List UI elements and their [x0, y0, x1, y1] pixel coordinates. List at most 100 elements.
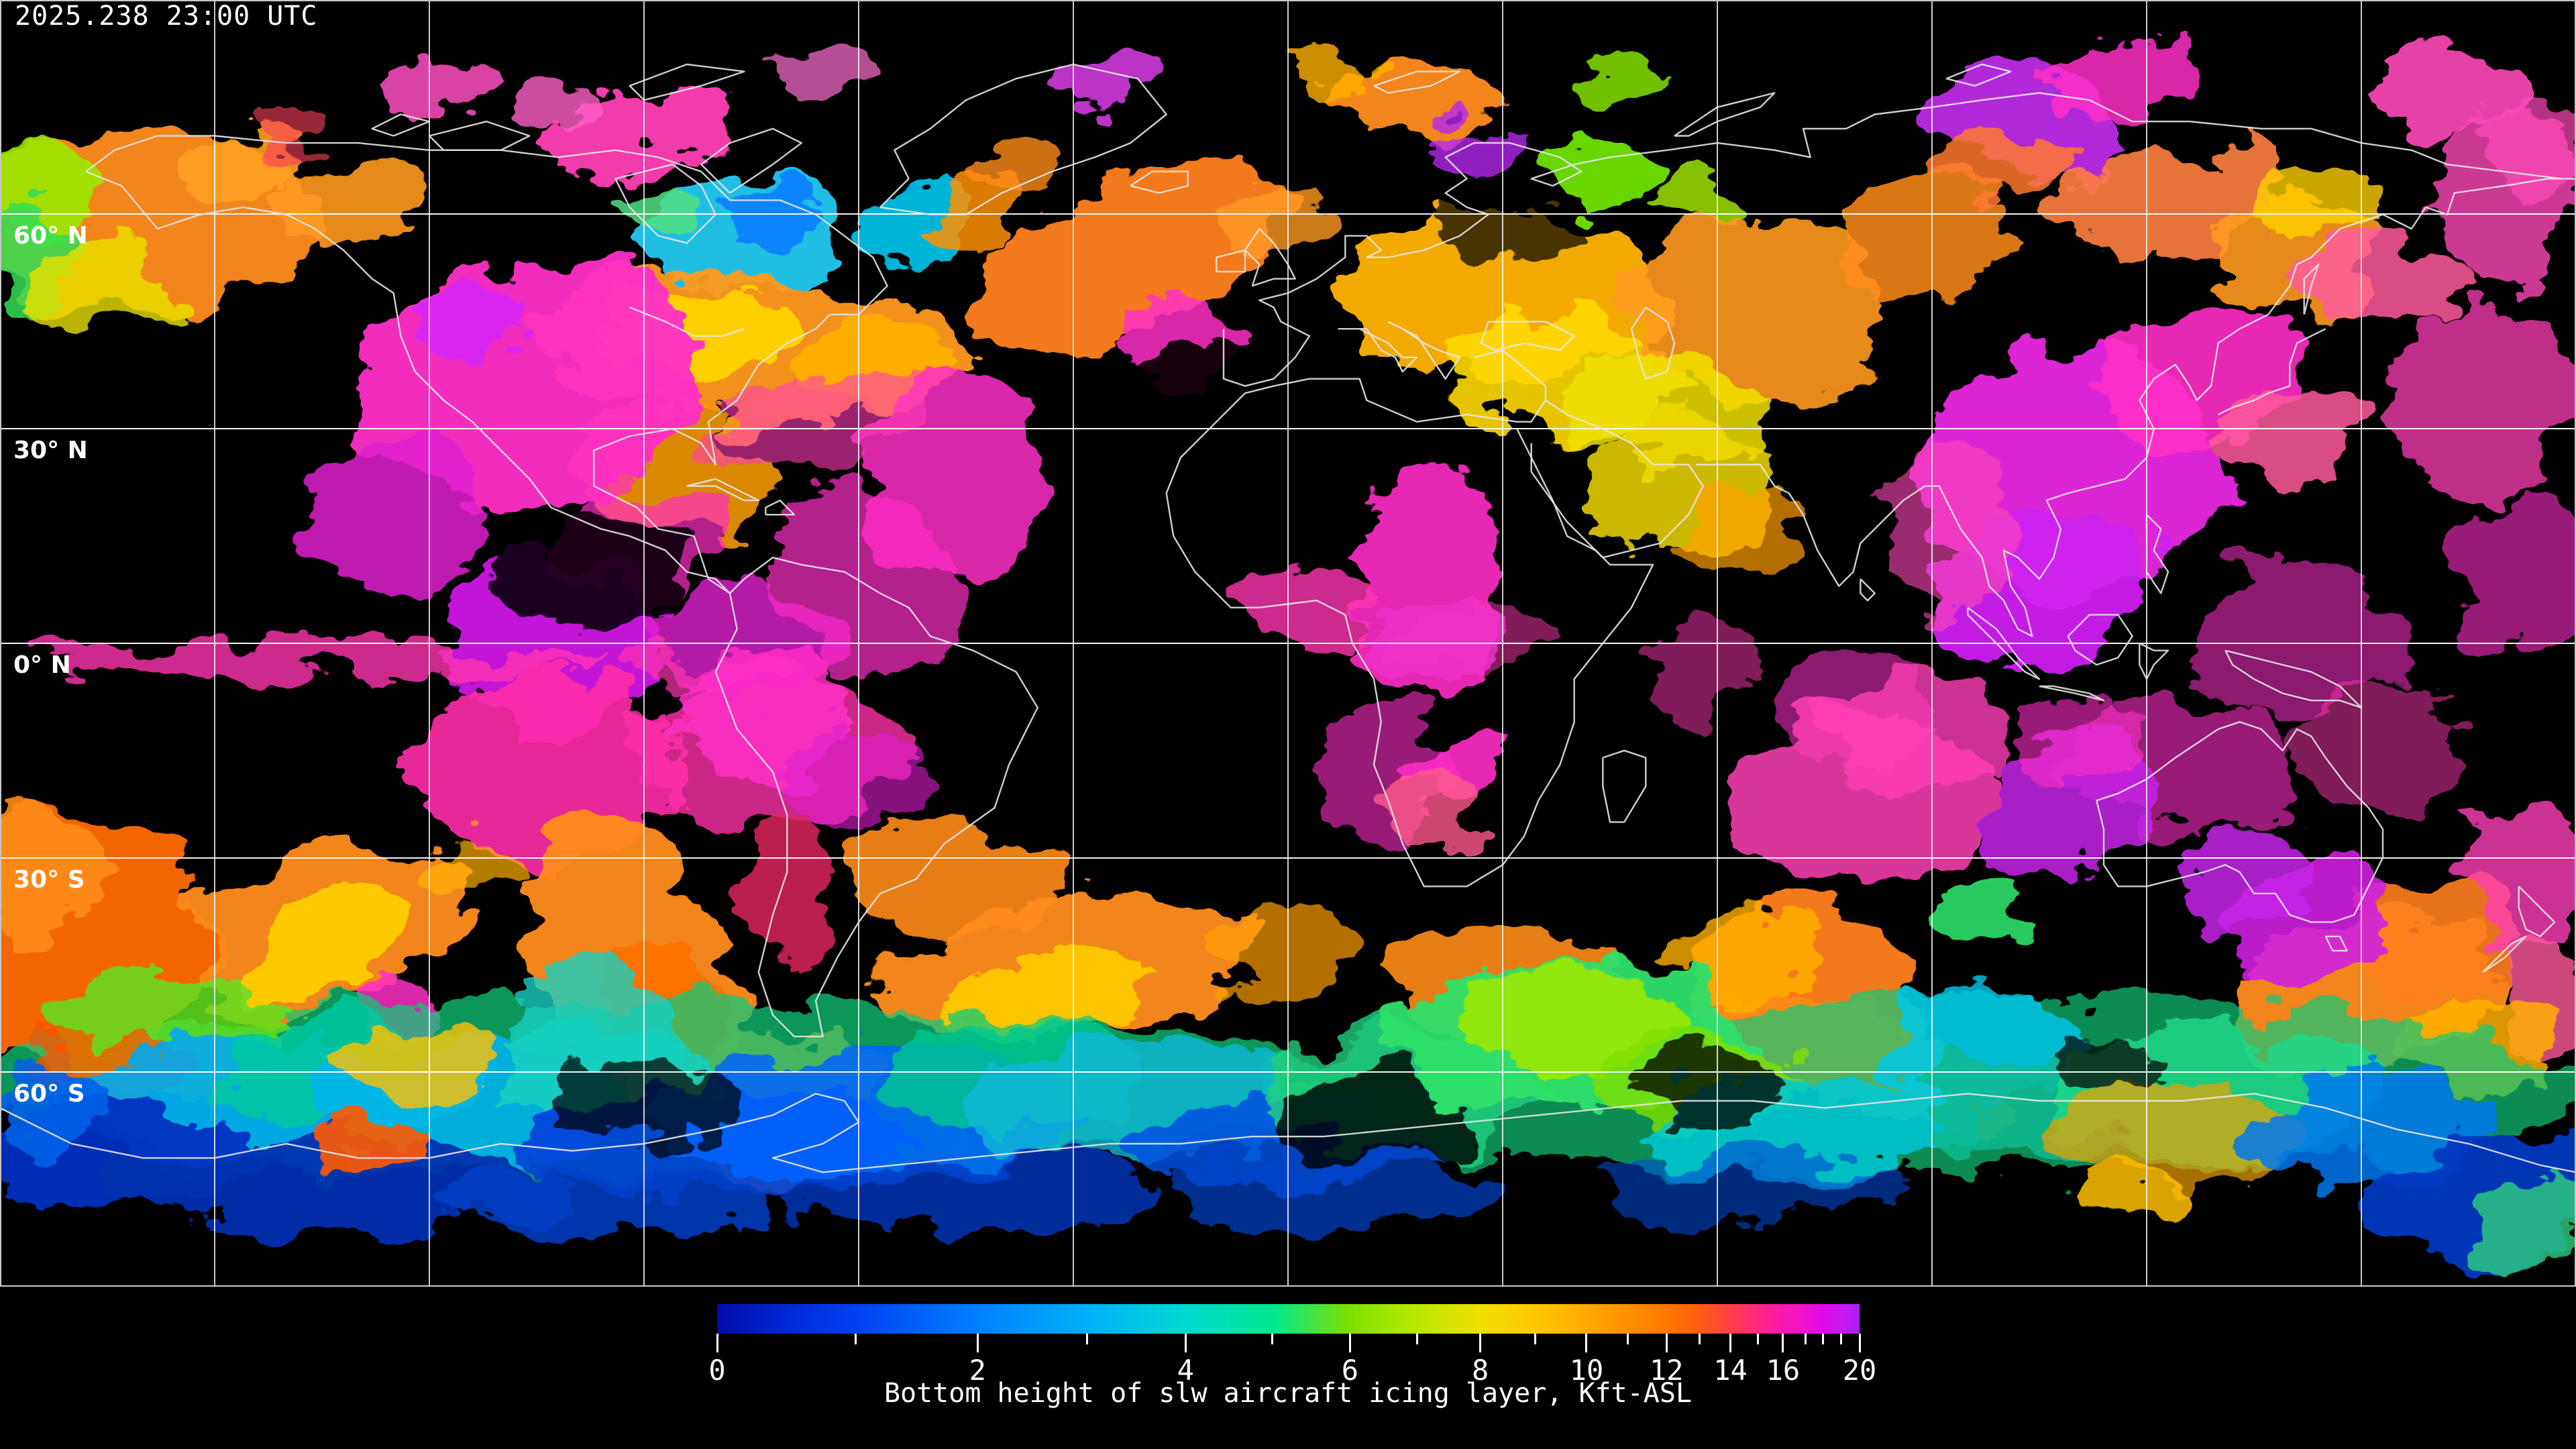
icing-cloud-blob [1174, 1157, 1509, 1231]
latitude-labels: 60° N 30° N 0° N 30° S 60° S [13, 222, 88, 1108]
icing-cloud-blob [0, 1067, 121, 1147]
coastline-path [1165, 349, 1654, 888]
icing-cloud-blob [1244, 570, 1372, 644]
icing-cloud-blob [785, 1154, 1161, 1234]
coastline-path [1967, 606, 2041, 680]
coastline-path [1130, 170, 1189, 194]
colorbar-tick [1348, 1334, 1351, 1352]
coastline-path [371, 113, 431, 137]
icing-cloud-blob [309, 429, 496, 590]
icing-cloud-blob [1197, 906, 1358, 986]
coastline-path [1945, 63, 2012, 87]
coastline-path [614, 163, 716, 244]
colorbar-tick-label: 2 [969, 1354, 986, 1387]
colorbar-tick [1585, 1334, 1588, 1352]
icing-cloud-blob [2381, 315, 2576, 490]
icing-cloud-blob [409, 285, 530, 359]
coastline-path [2067, 614, 2133, 666]
coastline-path [629, 307, 745, 337]
coastline-path [1338, 328, 1418, 373]
coastline-path [1696, 178, 2576, 637]
icing-cloud-blob [1301, 55, 1382, 93]
icing-cloud-blob [718, 191, 825, 245]
coastline-path [686, 478, 759, 502]
coastline-path [765, 499, 796, 516]
coastline-path [1373, 70, 1461, 94]
world-map: 60° N 30° N 0° N 30° S 60° S 2025.238 23:00 … [0, 0, 2576, 1287]
icing-cloud-blob [2462, 792, 2576, 953]
icing-cloud-blob [335, 1026, 496, 1093]
icing-cloud-blob [751, 50, 872, 97]
coastline-path [714, 556, 1038, 1038]
graticule-grid [0, 0, 2576, 1287]
icing-cloud-blob [2080, 1167, 2187, 1208]
icing-cloud-blob [712, 373, 938, 472]
icing-cloud-blob [2059, 1087, 2301, 1181]
icing-cloud-blob [1379, 771, 1479, 852]
icing-cloud-blob [238, 896, 406, 1003]
coastline-path [1216, 249, 1246, 273]
colorbar-tick-label: 10 [1569, 1354, 1604, 1387]
colorbar-gradient [717, 1304, 1860, 1334]
icing-cloud-blob [2442, 107, 2576, 295]
colorbar-tick-label: 12 [1649, 1354, 1684, 1387]
icing-cloud-blob [2261, 168, 2381, 235]
icing-cloud-blob [973, 141, 1067, 195]
colorbar-tick [1271, 1334, 1274, 1344]
icing-cloud-blob [496, 510, 684, 631]
icing-cloud-blob [1597, 1150, 1892, 1224]
icing-cloud-blob [1925, 875, 2033, 949]
icing-cloud-blob [2302, 239, 2475, 325]
icing-cloud-blob [2361, 50, 2536, 124]
coastline-path [85, 135, 888, 594]
icing-cloud-blob [2469, 1187, 2576, 1254]
icing-cloud-blob [276, 162, 422, 240]
colorbar-tick [716, 1334, 718, 1352]
coastline-path [2096, 721, 2384, 923]
colorbar-tick [1665, 1334, 1668, 1352]
icing-cloud-blob [1281, 1073, 1469, 1154]
icing-cloud-blob [2190, 820, 2318, 924]
icing-cloud-blob [1379, 587, 1506, 681]
colorbar-tick [1626, 1334, 1629, 1344]
icing-cloud-blob [2053, 1036, 2174, 1097]
colorbar-tick [1858, 1334, 1861, 1352]
icing-cloud-blob [1442, 181, 1576, 262]
icing-cloud-blob [1670, 912, 1818, 993]
coastline-path [1860, 578, 1876, 602]
icing-cloud-blob [1919, 136, 2080, 199]
colorbar-tick [1699, 1334, 1701, 1344]
coastline-path [629, 63, 745, 101]
coastline-path [1630, 307, 1676, 380]
icing-cloud-blob [771, 731, 919, 825]
coastline-path [1674, 92, 1776, 137]
coastline-path [1222, 92, 2562, 387]
icing-cloud-blob [1063, 52, 1150, 103]
icing-cloud-blob [1429, 121, 1523, 181]
coastline-path [2145, 514, 2169, 594]
icing-cloud-blob [315, 1120, 423, 1161]
colorbar-tick [1479, 1334, 1482, 1352]
icing-cloud-blob [0, 812, 107, 932]
coastlines [0, 63, 2576, 1173]
colorbar-tick [1782, 1334, 1784, 1352]
icing-cloud-blob [621, 178, 708, 231]
colorbar-tick-label: 14 [1713, 1354, 1748, 1387]
icing-cloud-blob [1878, 449, 2012, 624]
map-canvas: 60° N 30° N 0° N 30° S 60° S [0, 0, 2576, 1287]
colorbar-tick-label: 20 [1842, 1354, 1877, 1387]
colorbar-tick [1534, 1334, 1536, 1344]
colorbar-tick [1756, 1334, 1759, 1344]
latitude-label: 60° N [13, 222, 88, 250]
colorbar-tick-label: 16 [1766, 1354, 1801, 1387]
coastline-path [1530, 399, 1704, 559]
coastline-path [2324, 935, 2348, 952]
colorbar-tick-label: 6 [1341, 1354, 1359, 1387]
icing-cloud-blob [503, 959, 678, 1080]
coastline-path [2224, 649, 2363, 709]
colorbar-tick [1416, 1334, 1419, 1344]
icing-cloud-blob [2449, 490, 2576, 651]
icing-cloud-blob [1650, 610, 1744, 718]
coastline-path [2139, 642, 2169, 680]
